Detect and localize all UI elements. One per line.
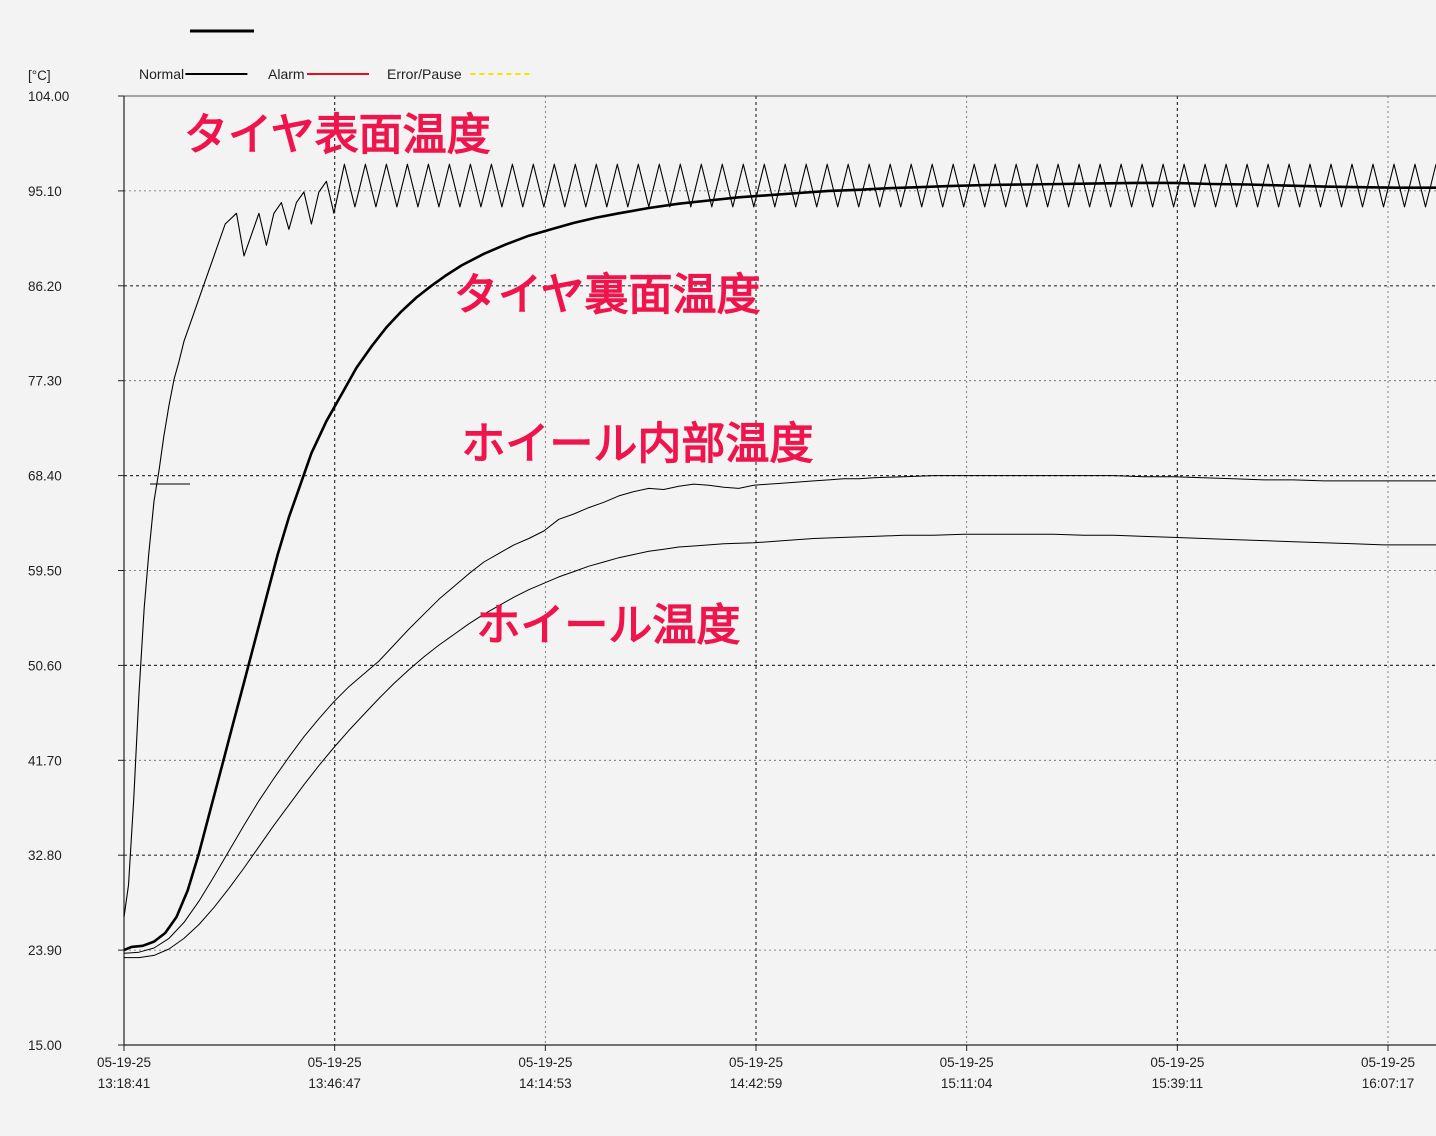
x-tick-date: 05-19-25 xyxy=(518,1055,572,1070)
y-tick-label: 95.10 xyxy=(28,184,62,199)
x-tick-date: 05-19-25 xyxy=(1361,1055,1415,1070)
y-tick-label: 41.70 xyxy=(28,753,62,768)
y-tick-label: 50.60 xyxy=(28,658,62,673)
x-tick-time: 14:42:59 xyxy=(730,1076,783,1091)
y-tick-label: 32.80 xyxy=(28,848,62,863)
annotation-label: タイヤ裏面温度 xyxy=(454,270,761,319)
series-line xyxy=(123,475,1436,954)
y-tick-label: 77.30 xyxy=(28,374,62,389)
x-tick-time: 13:46:47 xyxy=(308,1076,361,1091)
y-tick-label: 15.00 xyxy=(28,1038,62,1053)
x-tick-time: 16:07:17 xyxy=(1362,1076,1415,1091)
y-tick-label: 86.20 xyxy=(28,279,62,294)
x-tick-date: 05-19-25 xyxy=(308,1055,362,1070)
series-group xyxy=(123,163,1436,959)
x-tick-time: 13:18:41 xyxy=(98,1076,151,1091)
x-tick-time: 14:14:53 xyxy=(519,1076,572,1091)
x-axis-ticks: 05-19-25 13:18:41 05-19-25 13:46:47 05-19-25… xyxy=(97,1045,1415,1091)
series-line xyxy=(123,163,1436,918)
y-tick-label: 104.00 xyxy=(28,89,69,104)
x-tick-time: 15:39:11 xyxy=(1152,1076,1204,1091)
legend-label: Error/Pause xyxy=(387,66,462,82)
annotation-label: タイヤ表面温度 xyxy=(184,110,491,159)
x-tick-date: 05-19-25 xyxy=(729,1055,783,1070)
x-tick-date: 05-19-25 xyxy=(97,1055,151,1070)
series-line xyxy=(123,181,1436,952)
y-axis-unit-label: [°C] xyxy=(28,68,51,83)
annotation-label: ホイール内部温度 xyxy=(461,420,813,469)
legend-label: Alarm xyxy=(268,66,305,82)
annotation-label: ホイール温度 xyxy=(476,601,740,650)
y-tick-label: 59.50 xyxy=(28,564,62,579)
x-tick-time: 15:11:04 xyxy=(941,1076,993,1091)
y-tick-label: 23.90 xyxy=(28,943,62,958)
x-tick-date: 05-19-25 xyxy=(940,1055,994,1070)
x-tick-date: 05-19-25 xyxy=(1150,1055,1204,1070)
legend-label: Normal xyxy=(139,66,184,82)
series-line xyxy=(124,533,1436,959)
grid xyxy=(124,96,1436,1045)
y-axis-ticks: 104.00 95.10 86.20 77.30 68.40 59.50 50.60 41.7… xyxy=(28,89,124,1053)
y-tick-label: 68.40 xyxy=(28,469,62,484)
legend: Normal Alarm Error/Pause xyxy=(139,66,533,82)
